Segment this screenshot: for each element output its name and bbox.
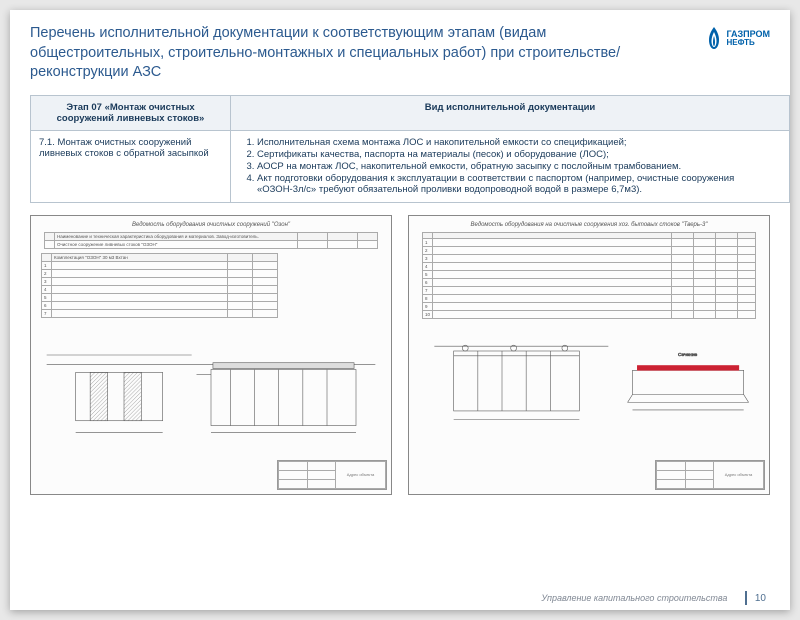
company-logo: ГАЗПРОМ НЕФТЬ bbox=[706, 24, 770, 50]
left-drawing: Ведомость оборудования очистных сооружен… bbox=[30, 215, 392, 495]
logo-sub: НЕФТЬ bbox=[726, 39, 770, 47]
left-svg-drawing bbox=[37, 324, 385, 444]
presentation-slide: Перечень исполнительной документации к с… bbox=[10, 10, 790, 610]
doc-item: Сертификаты качества, паспорта на матери… bbox=[257, 149, 781, 160]
doc-item: Акт подготовки оборудования к эксплуатац… bbox=[257, 173, 781, 195]
right-spec-table: 1 2 3 4 5 6 7 8 9 10 bbox=[422, 232, 756, 319]
footer-dept: Управление капитального строительства bbox=[541, 593, 737, 603]
left-title-block: Адрес объекта bbox=[277, 460, 387, 490]
left-fig-caption: Ведомость оборудования очистных сооружен… bbox=[37, 222, 385, 228]
slide-footer: Управление капитального строительства 10 bbox=[10, 586, 790, 610]
doc-item: Исполнительная схема монтажа ЛОС и накоп… bbox=[257, 137, 781, 148]
doc-item: АОСР на монтаж ЛОС, накопительной емкост… bbox=[257, 161, 781, 172]
col2-header: Вид исполнительной документации bbox=[231, 95, 790, 130]
right-fig-caption: Ведомость оборудования на очистные соору… bbox=[415, 222, 763, 228]
left-spec-table-1: Наименование и техническая характеристик… bbox=[44, 232, 378, 249]
docs-cell: Исполнительная схема монтажа ЛОС и накоп… bbox=[231, 130, 790, 202]
left-spec-table-2: Комплектация "ОЗОН" 30 м3 Вхтан 1 2 3 4 … bbox=[41, 253, 278, 318]
table-row: 7.1. Монтаж очистных сооружений ливневых… bbox=[31, 130, 790, 202]
footer-page-number: 10 bbox=[755, 593, 790, 604]
slide-title: Перечень исполнительной документации к с… bbox=[30, 24, 650, 83]
table-header-row: Этап 07 «Монтаж очистных сооружений ливн… bbox=[31, 95, 790, 130]
flame-icon bbox=[706, 26, 722, 50]
figures-row: Ведомость оборудования очистных сооружен… bbox=[30, 215, 770, 495]
section-label: Сечение bbox=[678, 352, 698, 358]
right-drawing: Ведомость оборудования на очистные соору… bbox=[408, 215, 770, 495]
logo-text-block: ГАЗПРОМ НЕФТЬ bbox=[726, 30, 770, 47]
col1-header: Этап 07 «Монтаж очистных сооружений ливн… bbox=[31, 95, 231, 130]
right-svg-drawing: Сечение bbox=[415, 325, 763, 435]
footer-divider bbox=[745, 591, 747, 605]
documentation-table: Этап 07 «Монтаж очистных сооружений ливн… bbox=[30, 95, 790, 203]
right-title-block: Адрес объекта bbox=[655, 460, 765, 490]
slide-header: Перечень исполнительной документации к с… bbox=[10, 10, 790, 91]
stage-cell: 7.1. Монтаж очистных сооружений ливневых… bbox=[31, 130, 231, 202]
